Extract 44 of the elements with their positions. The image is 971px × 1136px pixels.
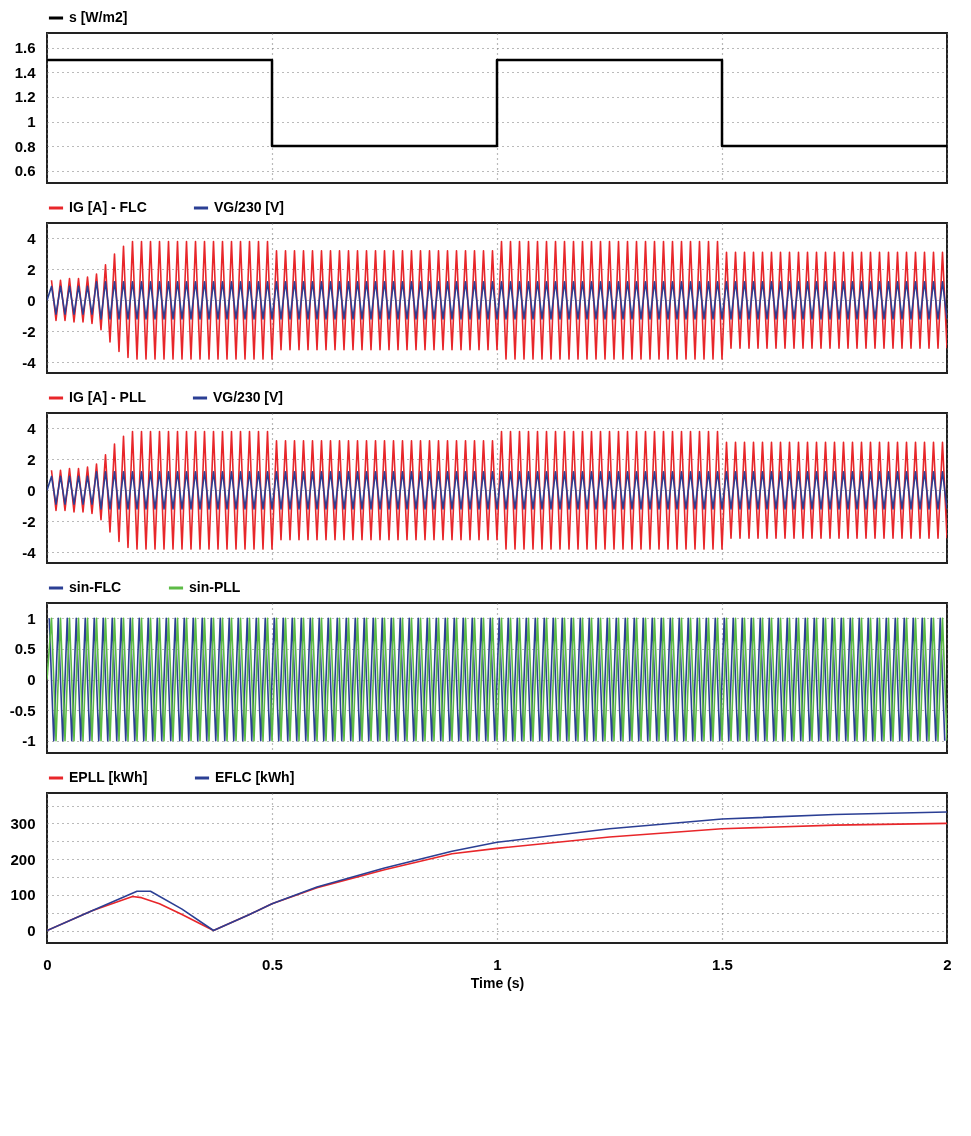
x-tick-label: 1 (493, 955, 502, 973)
y-tick-label: 4 (27, 419, 37, 437)
y-tick-label: -1 (22, 732, 36, 750)
y-tick-label: -4 (22, 353, 37, 371)
line-series (47, 280, 947, 320)
y-tick-label: 1 (27, 113, 36, 131)
x-axis-title: Time (s) (470, 974, 525, 991)
y-tick-label: 4 (27, 229, 37, 247)
y-tick-label: 1.4 (14, 63, 37, 81)
y-tick-label: 0 (27, 671, 36, 689)
legend-label: EFLC [kWh] (215, 769, 295, 785)
legend-label: VG/230 [V] (214, 199, 285, 215)
x-tick-label: 2 (943, 955, 952, 973)
y-tick-label: 1 (27, 609, 36, 627)
x-tick-label: 0 (43, 955, 52, 973)
y-tick-label: 1.2 (14, 88, 36, 106)
y-tick-label: 200 (10, 850, 36, 868)
x-tick-label: 0.5 (262, 955, 283, 973)
legend-label: IG [A] - FLC (69, 199, 147, 215)
y-tick-label: 0.6 (14, 162, 36, 180)
legend-label: EPLL [kWh] (69, 769, 148, 785)
legend-label: VG/230 [V] (213, 389, 284, 405)
y-tick-label: 0 (27, 481, 36, 499)
y-tick-label: 0.5 (14, 640, 36, 658)
y-tick-label: 0 (27, 922, 36, 939)
legend-label: s [W/m2] (69, 9, 128, 25)
y-tick-label: -4 (22, 543, 37, 561)
legend-label: sin-PLL (189, 579, 241, 595)
line-series (47, 470, 947, 510)
y-tick-label: 0 (27, 291, 36, 309)
line-series (50, 240, 947, 360)
line-series (50, 430, 947, 550)
legend-label: IG [A] - PLL (69, 389, 147, 405)
y-tick-label: -2 (22, 322, 36, 340)
y-tick-label: -0.5 (9, 701, 36, 719)
y-tick-label: 100 (10, 886, 36, 904)
y-tick-label: 2 (27, 260, 36, 278)
y-tick-label: 300 (10, 814, 36, 832)
y-tick-label: -2 (22, 512, 36, 530)
y-tick-label: 2 (27, 450, 36, 468)
x-tick-label: 1.5 (712, 955, 733, 973)
legend-label: sin-FLC (69, 579, 122, 595)
y-tick-label: 1.6 (14, 39, 36, 57)
y-tick-label: 0.8 (14, 137, 36, 155)
